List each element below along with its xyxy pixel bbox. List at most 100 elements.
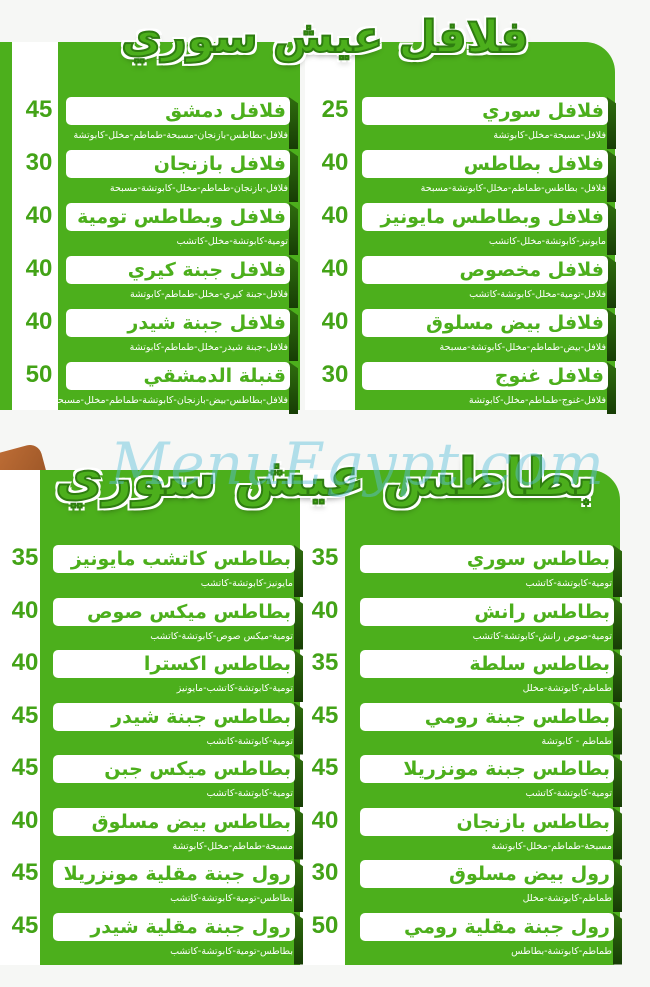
menu-item-name: فلافل دمشق <box>66 97 290 125</box>
menu-item-description: تومية-كابوتشة-كاتشب <box>206 788 293 799</box>
menu-item: فلافل دمشق فلافل-بطاطس-بازنجان-مسبحة-طماط… <box>66 97 298 149</box>
menu-item-name: بطاطس سلطة <box>360 650 614 678</box>
ribbon-fold <box>289 256 298 308</box>
menu-item-price: 45 <box>11 754 39 781</box>
falafel-right-price-column <box>305 42 355 410</box>
potato-right-price-column <box>300 470 345 965</box>
ribbon-fold <box>294 650 303 702</box>
menu-item-description: تومية-ميكس صوص-كابوتشة-كاتشب <box>150 630 293 642</box>
menu-item-price: 30 <box>25 149 53 176</box>
ribbon-fold <box>607 362 616 414</box>
menu-item-description: مسبحة-طماطم-مخلل-كابوتشة <box>172 840 293 852</box>
ribbon-fold <box>613 755 622 807</box>
menu-item-name: رول بيض مسلوق <box>360 860 614 888</box>
menu-item-description: تومية-كابوتشة-كاتشب <box>525 788 612 799</box>
menu-item: فلافل غنوج فلافل-غنوج-طماطم-مخلل-كابوتشة <box>362 362 616 414</box>
menu-item-price: 25 <box>321 96 349 123</box>
menu-item: فلافل بطاطس فلافل- بطاطس-طماطم-مخلل-كابوت… <box>362 150 616 202</box>
ribbon-fold <box>613 807 622 860</box>
watermark: MenuEgypt.com <box>110 430 605 498</box>
ribbon-fold <box>607 256 616 308</box>
ribbon-fold <box>613 860 622 912</box>
menu-item-price: 40 <box>11 596 39 624</box>
menu-item-description: مايونيز-كابوتشة-كاتشب <box>200 578 293 589</box>
menu-item-description: فلافل-تومية-مخلل-كابوتشة-كاتشب <box>469 289 606 300</box>
menu-item: فلافل مخصوص فلافل-تومية-مخلل-كابوتشة-كاتش… <box>362 256 616 308</box>
menu-item-price: 40 <box>311 596 339 624</box>
menu-item: بطاطس كاتشب مايونيز مايونيز-كابوتشة-كاتشب <box>53 545 303 597</box>
menu-item: فلافل جبنة كيري فلافل-جبنة كيري-مخلل-طماط… <box>66 256 298 308</box>
menu-item-description: فلافل-بازنجان-طماطم-مخلل-كابوتشة-مسبحة <box>109 183 288 194</box>
ribbon-fold <box>294 702 303 755</box>
menu-item: فلافل وبطاطس تومية تومية-كابوتشة-مخلل-كات… <box>66 203 298 255</box>
menu-item-price: 45 <box>11 859 39 886</box>
menu-item-price: 40 <box>321 255 349 282</box>
menu-item-name: بطاطس جبنة مونزريلا <box>360 755 614 783</box>
ribbon-fold <box>294 860 303 912</box>
menu-item-price: 35 <box>311 544 339 571</box>
menu-item: فلافل وبطاطس مايونيز مايونيز-كابوتشة-مخلل… <box>362 203 616 255</box>
menu-item-name: بطاطس ميكس جبن <box>53 755 295 783</box>
menu-item-name: فلافل سوري <box>362 97 608 125</box>
ribbon-fold <box>294 807 303 860</box>
menu-item-price: 40 <box>25 308 53 335</box>
falafel-left-price-column <box>12 42 58 410</box>
menu-item: قنبلة الدمشقي فلافل-بطاطس-بيض-بازنجان-كاب… <box>53 362 298 414</box>
ribbon-fold <box>613 912 622 965</box>
menu-item: بطاطس جبنة رومي طماطم - كابوتشة <box>360 702 622 755</box>
menu-item-description: تومية-كابوتشة-كاتشب-مايونيز <box>176 683 293 694</box>
menu-item-name: قنبلة الدمشقي <box>66 362 290 390</box>
menu-item-name: رول جبنة مقلية شيدر <box>53 912 295 941</box>
ribbon-fold <box>613 702 622 755</box>
section-title-potato: بطاطس عيش سوري <box>54 447 597 509</box>
menu-item-name: فلافل جبنة شيدر <box>66 309 290 337</box>
ribbon-fold <box>294 597 303 650</box>
menu-item-description: تومية-صوص رانش-كابوتشة-كاتشب <box>472 630 612 642</box>
menu-item: بطاطس رانش تومية-صوص رانش-كابوتشة-كاتشب <box>360 597 622 650</box>
ribbon-fold <box>607 203 616 255</box>
menu-item-price: 50 <box>25 361 53 388</box>
menu-item-price: 45 <box>311 701 339 729</box>
menu-item: رول جبنة مقلية شيدر بطاطس-تومية-كابوتشة-ك… <box>53 912 303 965</box>
menu-item-price: 40 <box>321 202 349 229</box>
ribbon-fold <box>607 97 616 149</box>
menu-item-price: 40 <box>321 308 349 335</box>
menu-item-price: 45 <box>11 701 39 729</box>
falafel-left-edge <box>0 42 12 410</box>
menu-item-description: تومية-كابوتشة-مخلل-كاتشب <box>176 236 289 247</box>
menu-item: فلافل سوري فلافل-مسبحة-مخلل-كابوتشة <box>362 97 616 149</box>
menu-item-name: بطاطس اكسترا <box>53 650 295 678</box>
ribbon-fold <box>289 203 298 255</box>
menu-item-name: بطاطس كاتشب مايونيز <box>53 545 295 573</box>
menu-item-description: تومية-كابوتشة-كاتشب <box>206 735 293 747</box>
menu-item-description: فلافل-غنوج-طماطم-مخلل-كابوتشة <box>468 395 606 406</box>
menu-item-name: فلافل بيض مسلوق <box>362 309 608 337</box>
menu-item-name: بطاطس رانش <box>360 597 614 626</box>
potato-left-price-column <box>0 470 40 965</box>
menu-item-description: طماطم-كابوتشة-مخلل <box>522 893 612 904</box>
ribbon-fold <box>289 362 298 414</box>
ribbon-fold <box>289 150 298 202</box>
ribbon-fold <box>289 309 298 361</box>
ribbon-fold <box>294 755 303 807</box>
menu-item: بطاطس اكسترا تومية-كابوتشة-كاتشب-مايونيز <box>53 650 303 702</box>
menu-item: رول بيض مسلوق طماطم-كابوتشة-مخلل <box>360 860 622 912</box>
menu-item: بطاطس سلطة طماطم-كابوتشة-مخلل <box>360 650 622 702</box>
menu-item-name: بطاطس بيض مسلوق <box>53 807 295 836</box>
menu-item-name: فلافل جبنة كيري <box>66 256 290 284</box>
menu-item-price: 45 <box>25 96 53 123</box>
menu-item-description: طماطم-كابوتشة-مخلل <box>522 683 612 694</box>
menu-item: بطاطس ميكس صوص تومية-ميكس صوص-كابوتشة-كات… <box>53 597 303 650</box>
menu-item: بطاطس جبنة شيدر تومية-كابوتشة-كاتشب <box>53 702 303 755</box>
ribbon-fold <box>613 545 622 597</box>
menu-item-price: 40 <box>25 202 53 229</box>
menu-item-name: رول جبنة مقلية مونزريلا <box>53 860 295 888</box>
menu-item: فلافل جبنة شيدر فلافل-جبنة شيدر-مخلل-طماط… <box>66 309 298 361</box>
menu-item-name: فلافل وبطاطس تومية <box>66 203 290 231</box>
menu-item-name: رول جبنة مقلية رومي <box>360 912 614 941</box>
menu-item: بطاطس سوري تومية-كابوتشة-كاتشب <box>360 545 622 597</box>
menu-item-description: طماطم - كابوتشة <box>541 735 612 747</box>
ribbon-fold <box>289 97 298 149</box>
ribbon-fold <box>294 545 303 597</box>
menu-item-description: فلافل-جبنة شيدر-مخلل-طماطم-كابوتشة <box>129 342 288 353</box>
